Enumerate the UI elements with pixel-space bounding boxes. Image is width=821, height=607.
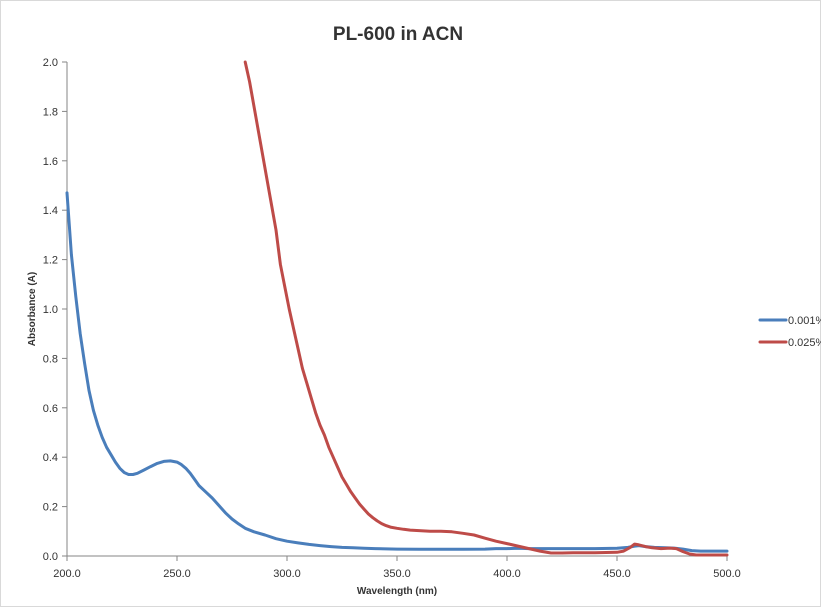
y-tick-label: 0.4 xyxy=(43,452,58,464)
y-tick-label: 1.2 xyxy=(43,255,58,267)
x-tick-label: 500.0 xyxy=(713,568,741,580)
legend-label-1: 0.001% xyxy=(788,315,821,327)
y-axis-title: Absorbance (A) xyxy=(27,272,38,346)
y-tick-label: 0.0 xyxy=(43,551,58,563)
legend-label-2: 0.025% xyxy=(788,337,821,349)
x-tick-label: 200.0 xyxy=(53,568,81,580)
y-tick-label: 1.4 xyxy=(43,205,58,217)
x-axis-title: Wavelength (nm) xyxy=(357,586,437,597)
plot-area: 0.0 0.2 0.4 0.6 0.8 1.0 1.2 1.4 1.6 1.8 2.0 200.0 25… xyxy=(43,57,741,580)
y-tick-label: 1.0 xyxy=(43,304,58,316)
x-tick-label: 400.0 xyxy=(493,568,521,580)
series-line-2 xyxy=(243,60,729,557)
y-tick-label: 0.2 xyxy=(43,502,58,514)
x-tick-label: 350.0 xyxy=(383,568,411,580)
y-tick-label: 0.6 xyxy=(43,403,58,415)
x-tick-label: 250.0 xyxy=(163,568,191,580)
x-tick-label: 300.0 xyxy=(273,568,301,580)
series-line-1 xyxy=(65,191,729,553)
y-tick-label: 0.8 xyxy=(43,353,58,365)
y-tick-label: 1.6 xyxy=(43,156,58,168)
y-tick-label: 1.8 xyxy=(43,106,58,118)
y-tick-label: 2.0 xyxy=(43,57,58,69)
legend: 0.001% 0.025% xyxy=(758,315,821,349)
chart-title: PL-600 in ACN xyxy=(333,24,463,45)
x-tick-label: 450.0 xyxy=(603,568,631,580)
